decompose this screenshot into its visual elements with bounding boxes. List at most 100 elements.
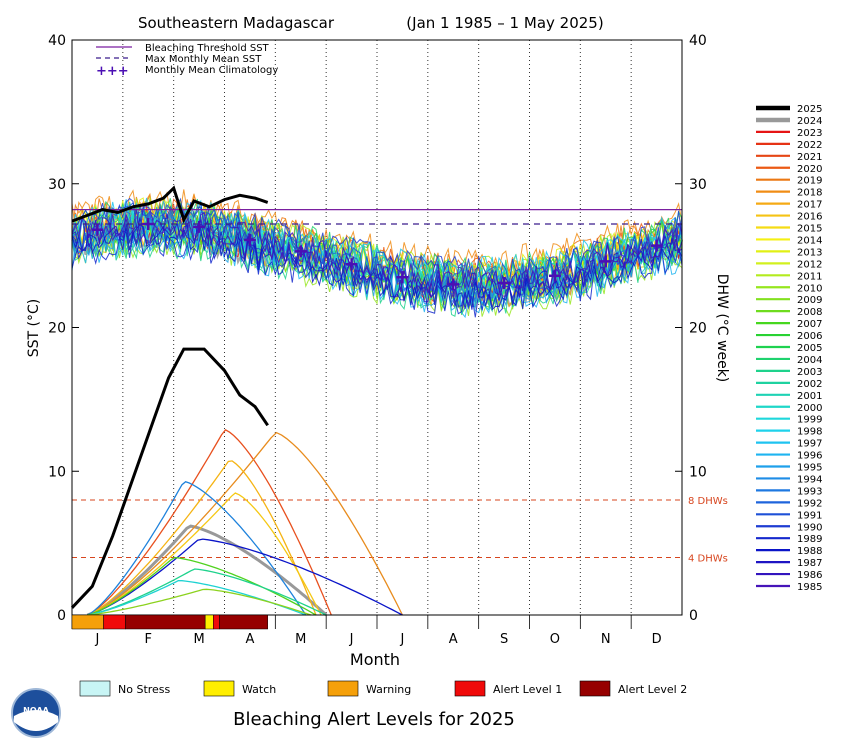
reference-legend: Bleaching Threshold SST Max Monthly Mean…	[96, 43, 278, 79]
climatology-marker	[396, 271, 409, 284]
year-legend-label-1990: 1990	[797, 522, 822, 533]
alert-legend-label-warning: Warning	[366, 683, 411, 696]
alert-strip-alert1	[213, 614, 220, 630]
climatology-marker	[599, 255, 612, 268]
alert-legend-swatch-alert2	[579, 680, 611, 697]
dhw-line-1988	[87, 538, 403, 616]
year-legend-label-2008: 2008	[797, 307, 822, 318]
year-legend-label-1994: 1994	[797, 474, 822, 485]
alert-legend-swatch-alert1	[454, 680, 486, 697]
year-legend-label-2016: 2016	[797, 212, 822, 223]
year-legend-label-1998: 1998	[797, 427, 822, 438]
year-legend-label-1985: 1985	[797, 582, 822, 593]
climatology-marker	[193, 220, 206, 233]
dhw-line-2008	[87, 556, 317, 616]
year-legend-label-2015: 2015	[797, 224, 822, 235]
dhw-line-1994	[86, 480, 307, 616]
alert-legend-swatch-watch	[203, 680, 235, 697]
year-legend-label-2020: 2020	[797, 164, 822, 175]
climatology-marker	[243, 233, 256, 246]
year-legend-label-2009: 2009	[797, 295, 822, 306]
alert-legend-swatch-warning	[327, 680, 359, 697]
x-tick-label-month: J	[349, 632, 354, 647]
alert-strip-warning	[71, 614, 104, 630]
chart-title-range: (Jan 1 1985 – 1 May 2025)	[406, 14, 603, 32]
year-legend-label-2000: 2000	[797, 403, 822, 414]
x-axis-label: Month	[350, 650, 400, 669]
dhw-line-2025	[70, 347, 269, 609]
sst-line-1989	[71, 228, 683, 318]
year-legend: 2025202420232022202120202019201820172016…	[756, 104, 822, 593]
year-legend-label-2018: 2018	[797, 188, 822, 199]
x-tick-label-month: A	[245, 632, 254, 647]
climatology-marker	[294, 245, 307, 258]
x-tick-label-month: D	[652, 632, 662, 647]
alert-legend-label-alert1: Alert Level 1	[493, 683, 562, 696]
y-tick-label-right: 30	[689, 177, 707, 193]
y-tick-label-left: 40	[48, 33, 66, 49]
sst-band-layer	[71, 189, 684, 319]
x-tick-label-month: J	[399, 632, 404, 647]
legend-mmm-label: Max Monthly Mean SST	[145, 54, 262, 65]
x-tick-label-month: A	[449, 632, 458, 647]
climatology-marker	[498, 276, 511, 289]
x-tick-label-month: O	[550, 632, 560, 647]
year-legend-label-2001: 2001	[797, 391, 822, 402]
chart-title-region: Southeastern Madagascar	[138, 14, 335, 32]
year-legend-label-1986: 1986	[797, 570, 822, 581]
year-legend-label-1989: 1989	[797, 534, 822, 545]
year-legend-label-2007: 2007	[797, 319, 822, 330]
y-tick-label-left: 10	[48, 464, 66, 480]
year-legend-label-2014: 2014	[797, 235, 822, 246]
alert-strip-alert2	[219, 614, 268, 630]
alert-legend-label-watch: Watch	[242, 683, 276, 696]
alert-legend: No Stress Watch Warning Alert Level 1 Alert …	[79, 680, 687, 697]
y-tick-label-left: 20	[48, 321, 66, 337]
dhw-line-2010	[87, 588, 312, 616]
dhw-line-label: 4 DHWs	[688, 554, 728, 565]
dhw-line-2017	[87, 460, 317, 616]
y-tick-label-right: 10	[689, 464, 707, 480]
dhw-line-label: 8 DHWs	[688, 496, 728, 507]
year-legend-label-2006: 2006	[797, 331, 822, 342]
year-legend-label-2022: 2022	[797, 140, 822, 151]
sst-line-1990	[71, 197, 683, 288]
alert-strip-watch	[204, 614, 214, 630]
y-tick-label-right: 40	[689, 33, 707, 49]
alert-strip-alert2	[125, 614, 206, 630]
axis-ticks: 0 0 10 10 20 20 30 30 40 40 J F M A M J J A S O N D	[48, 33, 707, 647]
y-tick-label-left: 30	[48, 177, 66, 193]
year-legend-label-1988: 1988	[797, 546, 822, 557]
alert-strip-alert1	[103, 614, 126, 630]
sst-line-1997	[71, 197, 683, 285]
alert-legend-swatch-nostress	[79, 680, 111, 697]
alert-legend-label-alert2: Alert Level 2	[618, 683, 687, 696]
dhw-line-2019	[87, 431, 403, 616]
sst-line-1985	[71, 206, 683, 297]
year-legend-label-2024: 2024	[797, 116, 822, 127]
year-legend-label-2025: 2025	[797, 104, 822, 115]
series-2025	[70, 185, 269, 609]
year-legend-label-2005: 2005	[797, 343, 822, 354]
year-legend-label-2011: 2011	[797, 271, 822, 282]
year-legend-label-2021: 2021	[797, 152, 822, 163]
year-legend-label-1993: 1993	[797, 486, 822, 497]
year-legend-label-2010: 2010	[797, 283, 822, 294]
x-tick-label-month: F	[145, 632, 152, 647]
x-tick-label-month: S	[500, 632, 508, 647]
year-legend-label-2023: 2023	[797, 128, 822, 139]
dhw-line-2022	[87, 428, 332, 616]
year-legend-label-1997: 1997	[797, 439, 822, 450]
year-legend-label-2017: 2017	[797, 200, 822, 211]
year-legend-label-1992: 1992	[797, 498, 822, 509]
dhw-line-2024	[86, 524, 328, 617]
legend-climatology-swatch: +++	[96, 64, 129, 79]
y-tick-label-right: 20	[689, 321, 707, 337]
year-legend-label-1996: 1996	[797, 451, 822, 462]
climatology-marker	[142, 218, 155, 230]
climatology-marker	[650, 239, 663, 252]
dhw-line-2016	[87, 492, 322, 616]
dhw-other-years	[86, 428, 403, 617]
